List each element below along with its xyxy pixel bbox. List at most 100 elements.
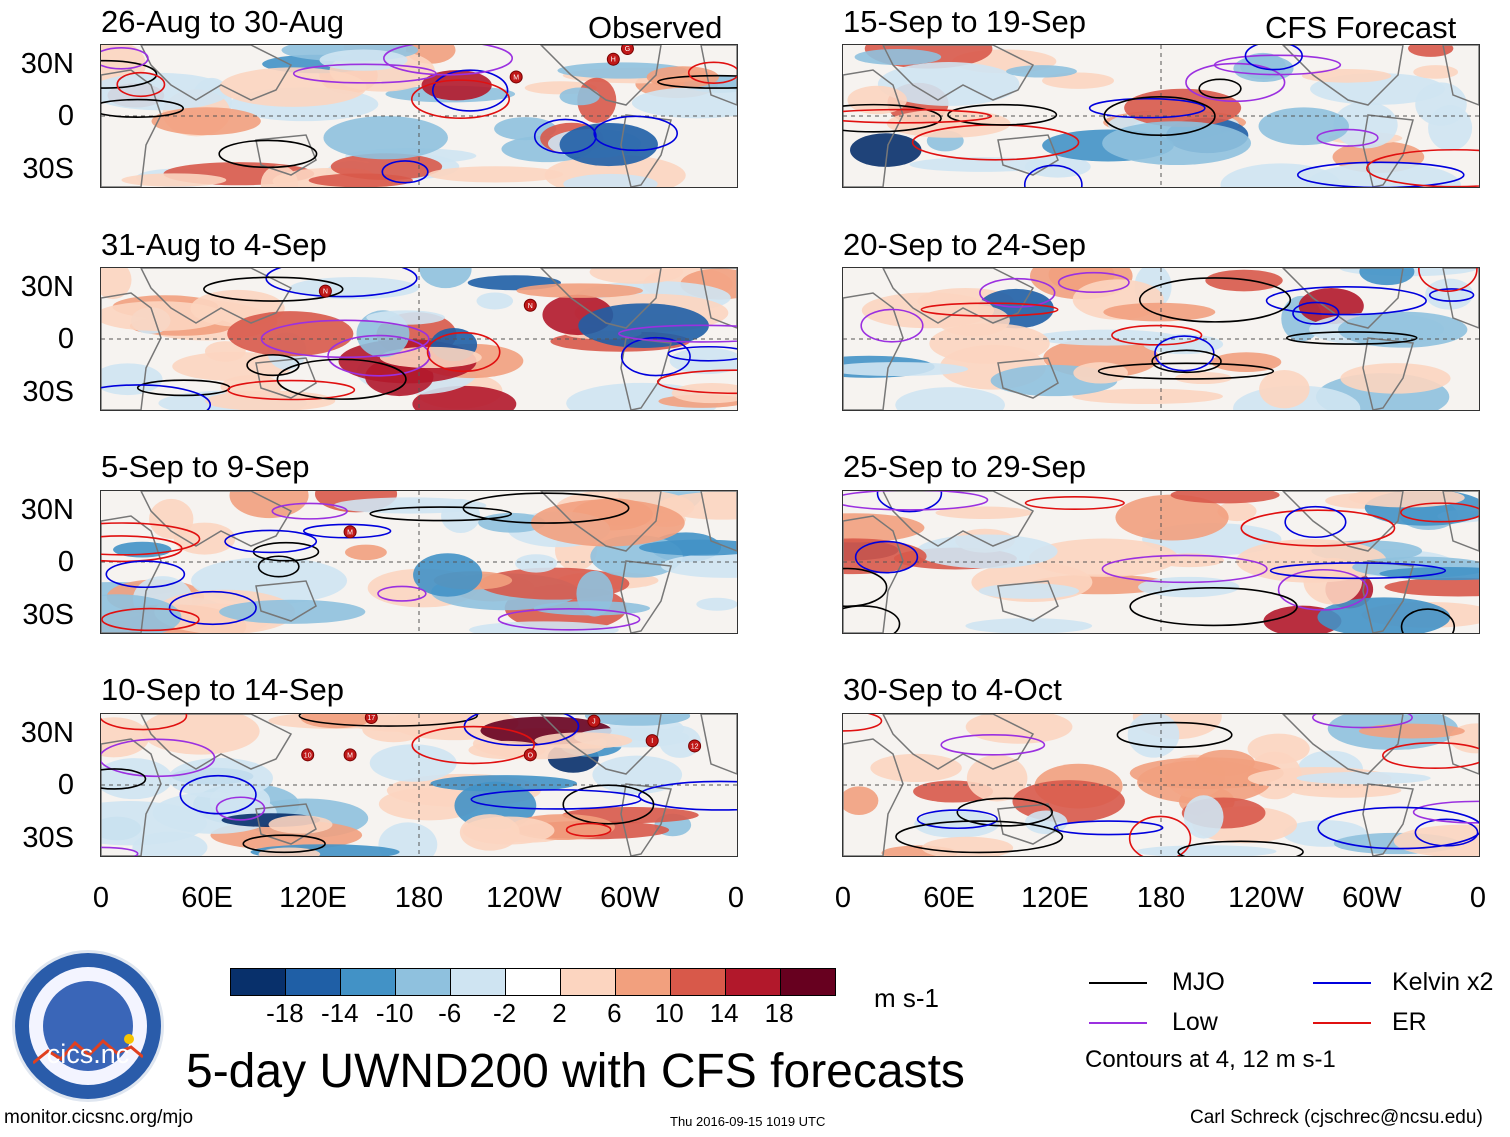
anomaly-shading	[1333, 101, 1398, 149]
panel-title-left-2: 31-Aug to 4-Sep	[101, 227, 327, 262]
anomaly-shading	[1127, 714, 1180, 758]
lat-label-30s: 30S	[22, 153, 74, 185]
wave-contour	[618, 324, 737, 343]
wave-contour	[203, 276, 344, 302]
wave-contour	[562, 784, 655, 825]
lon-label: 180	[1136, 882, 1186, 914]
anomaly-shading	[966, 754, 1028, 802]
anomaly-shading	[141, 714, 260, 755]
anomaly-shading	[172, 351, 293, 381]
anomaly-shading	[1247, 733, 1310, 764]
anomaly-shading	[847, 85, 907, 115]
wave-contour	[843, 567, 888, 608]
wave-contour	[105, 560, 186, 589]
coastline	[1281, 714, 1404, 775]
colorbar-swatch	[286, 969, 341, 995]
anomaly-shading	[369, 744, 457, 782]
wave-contour	[667, 345, 737, 362]
anomaly-shading	[101, 72, 230, 111]
anomaly-shading	[1425, 278, 1474, 310]
coastline	[1362, 337, 1414, 410]
coastline	[101, 515, 162, 633]
storm-marker: 17	[364, 714, 378, 725]
svg-text:I: I	[651, 738, 653, 745]
anomaly-shading	[1306, 162, 1461, 187]
wave-contour	[101, 522, 201, 556]
wave-contour	[1366, 148, 1479, 187]
wave-contour	[979, 277, 1056, 308]
wave-contour	[843, 714, 883, 732]
coastline	[255, 134, 317, 176]
coastline	[882, 491, 1035, 547]
anomaly-shading	[909, 157, 1055, 172]
map-panel-right-3	[842, 490, 1480, 634]
svg-text:17: 17	[367, 715, 375, 722]
anomaly-shading	[1258, 107, 1349, 146]
wave-contour	[1023, 164, 1083, 187]
anomaly-shading	[227, 311, 354, 357]
svg-text:G: G	[625, 46, 630, 53]
storm-marker: M	[509, 70, 523, 84]
wave-contour	[876, 491, 943, 513]
anomaly-shading	[696, 597, 737, 611]
wave-contour	[101, 607, 200, 632]
wave-contour	[860, 308, 924, 343]
map-field: M	[101, 491, 737, 633]
wave-contour	[101, 59, 158, 89]
wave-contour	[462, 492, 630, 524]
map-panel-right-1	[842, 44, 1480, 188]
panel-title-left-4: 10-Sep to 14-Sep	[101, 672, 345, 707]
wave-contour	[377, 585, 427, 602]
anomaly-shading	[1154, 553, 1225, 568]
panel-title-left-3: 5-Sep to 9-Sep	[101, 449, 310, 484]
colorbar-tick-label: -6	[438, 998, 462, 1028]
wave-contour	[1088, 97, 1206, 119]
wave-contour	[215, 796, 266, 821]
colorbar-swatch	[781, 969, 835, 995]
wave-contour	[940, 734, 1046, 756]
wave-contour	[227, 379, 356, 401]
wave-contour	[854, 540, 919, 574]
anomaly-shading	[516, 283, 643, 298]
wave-contour	[1198, 78, 1242, 99]
anomaly-shading	[1359, 268, 1415, 286]
anomaly-shading	[333, 497, 487, 514]
logo-mountain-icon	[33, 1034, 143, 1065]
anomaly-shading	[101, 363, 163, 396]
coastline	[101, 292, 162, 410]
wave-contour	[101, 98, 184, 118]
anomaly-shading	[870, 753, 962, 783]
wave-contour	[1316, 128, 1379, 147]
wave-contour	[1213, 54, 1342, 76]
anomaly-shading	[1102, 121, 1252, 165]
anomaly-shading	[1413, 65, 1459, 79]
anomaly-shading	[421, 70, 492, 101]
anomaly-shading	[151, 107, 261, 136]
coastline	[1362, 783, 1414, 856]
legend-line-er	[1313, 1022, 1371, 1024]
lat-label-30n: 30N	[20, 271, 74, 303]
anomaly-shading	[1170, 491, 1280, 504]
wave-contour	[1265, 286, 1427, 316]
wave-contour	[497, 608, 641, 631]
coastline	[1281, 491, 1404, 552]
anomaly-shading	[935, 506, 1033, 519]
storm-marker: M	[343, 525, 357, 539]
anomaly-shading	[1024, 810, 1068, 835]
storm-marker: J	[587, 714, 601, 728]
lon-label: 120W	[1228, 882, 1304, 914]
anomaly-shading	[658, 491, 737, 520]
coastline	[700, 268, 737, 329]
wave-contour	[179, 774, 257, 815]
map-field	[843, 491, 1479, 633]
anomaly-shading	[1135, 845, 1277, 856]
wave-contour	[1057, 271, 1130, 294]
storm-marker: M	[343, 748, 357, 762]
cics-logo: cics.nc	[12, 950, 164, 1102]
wave-contour	[1277, 568, 1369, 611]
map-field: M H G	[101, 45, 737, 187]
wave-contour	[1116, 721, 1233, 748]
footer-credit: Carl Schreck (cjschrec@ncsu.edu)	[1190, 1107, 1483, 1128]
anomaly-shading	[419, 268, 472, 289]
wave-contour	[843, 605, 901, 633]
